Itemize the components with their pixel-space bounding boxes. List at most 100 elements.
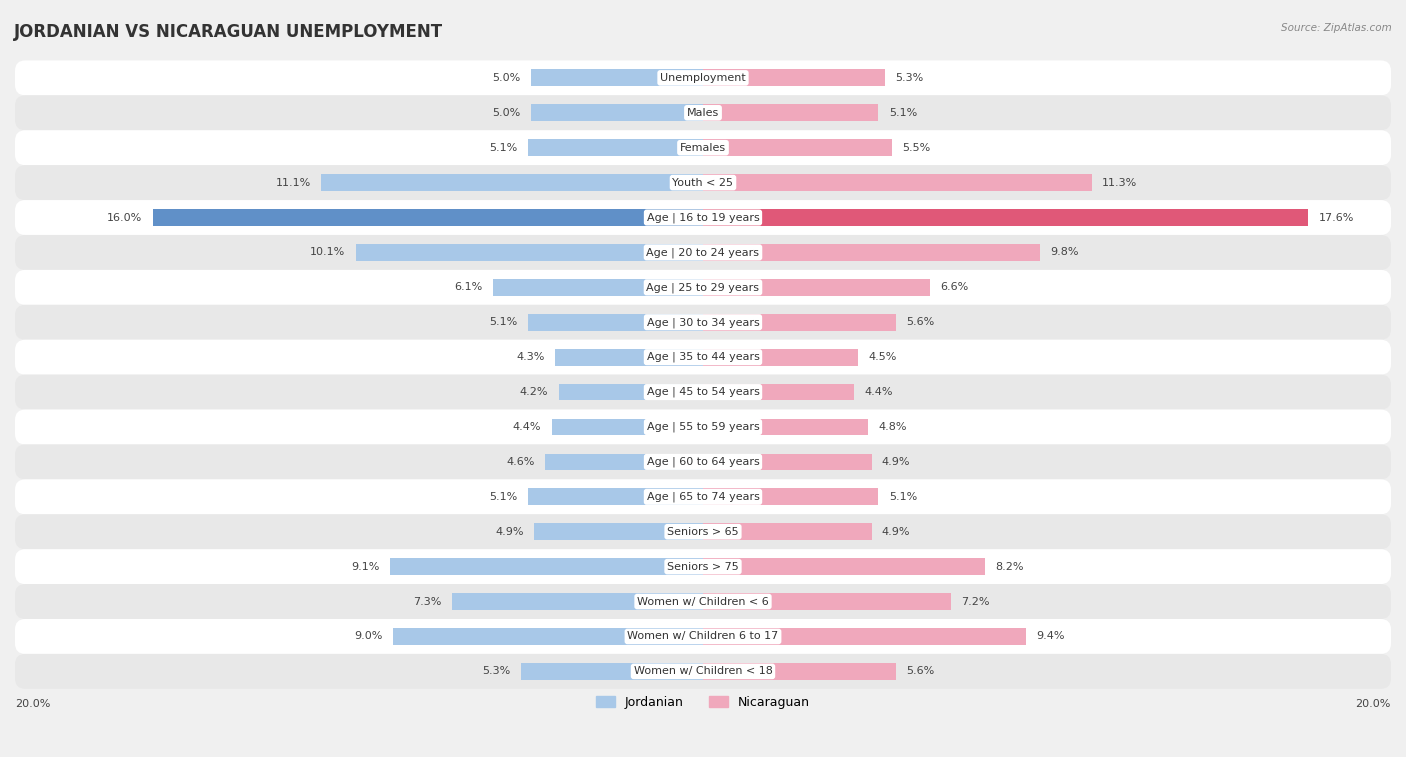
Bar <box>703 419 868 435</box>
Text: Age | 55 to 59 years: Age | 55 to 59 years <box>647 422 759 432</box>
FancyBboxPatch shape <box>15 235 1391 270</box>
Text: 4.9%: 4.9% <box>496 527 524 537</box>
Text: 6.1%: 6.1% <box>454 282 482 292</box>
Bar <box>703 663 896 680</box>
Text: Youth < 25: Youth < 25 <box>672 178 734 188</box>
FancyBboxPatch shape <box>15 654 1391 689</box>
Legend: Jordanian, Nicaraguan: Jordanian, Nicaraguan <box>592 691 814 714</box>
Bar <box>520 663 703 680</box>
Bar <box>703 174 1091 191</box>
Bar <box>534 523 703 540</box>
FancyBboxPatch shape <box>15 165 1391 200</box>
Text: 7.2%: 7.2% <box>960 597 990 606</box>
Text: 4.6%: 4.6% <box>506 457 534 467</box>
Text: 7.3%: 7.3% <box>413 597 441 606</box>
Text: 16.0%: 16.0% <box>107 213 142 223</box>
Text: 6.6%: 6.6% <box>941 282 969 292</box>
Text: 4.2%: 4.2% <box>520 387 548 397</box>
Text: 5.3%: 5.3% <box>482 666 510 676</box>
Bar <box>703 139 893 156</box>
Bar <box>703 70 886 86</box>
Text: 9.8%: 9.8% <box>1050 248 1078 257</box>
Text: 17.6%: 17.6% <box>1319 213 1354 223</box>
Text: 10.1%: 10.1% <box>309 248 346 257</box>
Bar <box>551 419 703 435</box>
FancyBboxPatch shape <box>15 305 1391 340</box>
Text: Age | 25 to 29 years: Age | 25 to 29 years <box>647 282 759 293</box>
Text: 4.9%: 4.9% <box>882 527 910 537</box>
Text: 20.0%: 20.0% <box>15 699 51 709</box>
Bar <box>451 593 703 610</box>
FancyBboxPatch shape <box>15 444 1391 479</box>
Text: Source: ZipAtlas.com: Source: ZipAtlas.com <box>1281 23 1392 33</box>
FancyBboxPatch shape <box>15 95 1391 130</box>
FancyBboxPatch shape <box>15 130 1391 165</box>
Text: 4.3%: 4.3% <box>516 352 544 362</box>
Bar <box>527 139 703 156</box>
Bar <box>531 70 703 86</box>
Text: 5.1%: 5.1% <box>889 492 917 502</box>
FancyBboxPatch shape <box>15 479 1391 514</box>
Bar <box>703 488 879 505</box>
Text: Age | 30 to 34 years: Age | 30 to 34 years <box>647 317 759 328</box>
Text: Seniors > 65: Seniors > 65 <box>668 527 738 537</box>
FancyBboxPatch shape <box>15 375 1391 410</box>
Bar <box>389 558 703 575</box>
Bar <box>527 314 703 331</box>
FancyBboxPatch shape <box>15 514 1391 549</box>
Bar <box>703 279 929 296</box>
Bar <box>703 593 950 610</box>
Text: 5.5%: 5.5% <box>903 143 931 153</box>
Bar <box>703 314 896 331</box>
Text: 5.1%: 5.1% <box>889 107 917 118</box>
Text: Age | 65 to 74 years: Age | 65 to 74 years <box>647 491 759 502</box>
FancyBboxPatch shape <box>15 270 1391 305</box>
Bar <box>703 244 1040 261</box>
Bar <box>153 209 703 226</box>
Text: 9.0%: 9.0% <box>354 631 382 641</box>
Text: 5.1%: 5.1% <box>489 317 517 327</box>
Bar <box>703 104 879 121</box>
Text: 4.8%: 4.8% <box>879 422 907 432</box>
Text: 4.5%: 4.5% <box>868 352 897 362</box>
Text: 5.1%: 5.1% <box>489 492 517 502</box>
Text: 4.9%: 4.9% <box>882 457 910 467</box>
Bar <box>527 488 703 505</box>
Text: 4.4%: 4.4% <box>513 422 541 432</box>
Bar <box>703 349 858 366</box>
Bar <box>703 558 986 575</box>
Text: Males: Males <box>688 107 718 118</box>
Text: 8.2%: 8.2% <box>995 562 1024 572</box>
Bar <box>703 384 855 400</box>
Bar <box>703 628 1026 645</box>
Text: 11.1%: 11.1% <box>276 178 311 188</box>
FancyBboxPatch shape <box>15 410 1391 444</box>
Text: 9.4%: 9.4% <box>1036 631 1066 641</box>
Text: Age | 45 to 54 years: Age | 45 to 54 years <box>647 387 759 397</box>
FancyBboxPatch shape <box>15 340 1391 375</box>
Bar <box>321 174 703 191</box>
Text: Age | 60 to 64 years: Age | 60 to 64 years <box>647 456 759 467</box>
Text: 11.3%: 11.3% <box>1102 178 1137 188</box>
Text: 5.0%: 5.0% <box>492 73 520 83</box>
Text: 5.6%: 5.6% <box>905 666 934 676</box>
Text: 9.1%: 9.1% <box>352 562 380 572</box>
Text: JORDANIAN VS NICARAGUAN UNEMPLOYMENT: JORDANIAN VS NICARAGUAN UNEMPLOYMENT <box>14 23 443 41</box>
FancyBboxPatch shape <box>15 61 1391 95</box>
Text: 5.0%: 5.0% <box>492 107 520 118</box>
Text: 20.0%: 20.0% <box>1355 699 1391 709</box>
Text: 4.4%: 4.4% <box>865 387 893 397</box>
Text: Women w/ Children 6 to 17: Women w/ Children 6 to 17 <box>627 631 779 641</box>
Text: Women w/ Children < 6: Women w/ Children < 6 <box>637 597 769 606</box>
Bar <box>494 279 703 296</box>
Text: Women w/ Children < 18: Women w/ Children < 18 <box>634 666 772 676</box>
Bar <box>394 628 703 645</box>
Text: Age | 20 to 24 years: Age | 20 to 24 years <box>647 248 759 257</box>
Bar <box>531 104 703 121</box>
Bar <box>558 384 703 400</box>
Bar <box>703 523 872 540</box>
Text: Age | 16 to 19 years: Age | 16 to 19 years <box>647 212 759 223</box>
Bar <box>703 209 1309 226</box>
Text: 5.1%: 5.1% <box>489 143 517 153</box>
Text: Age | 35 to 44 years: Age | 35 to 44 years <box>647 352 759 363</box>
